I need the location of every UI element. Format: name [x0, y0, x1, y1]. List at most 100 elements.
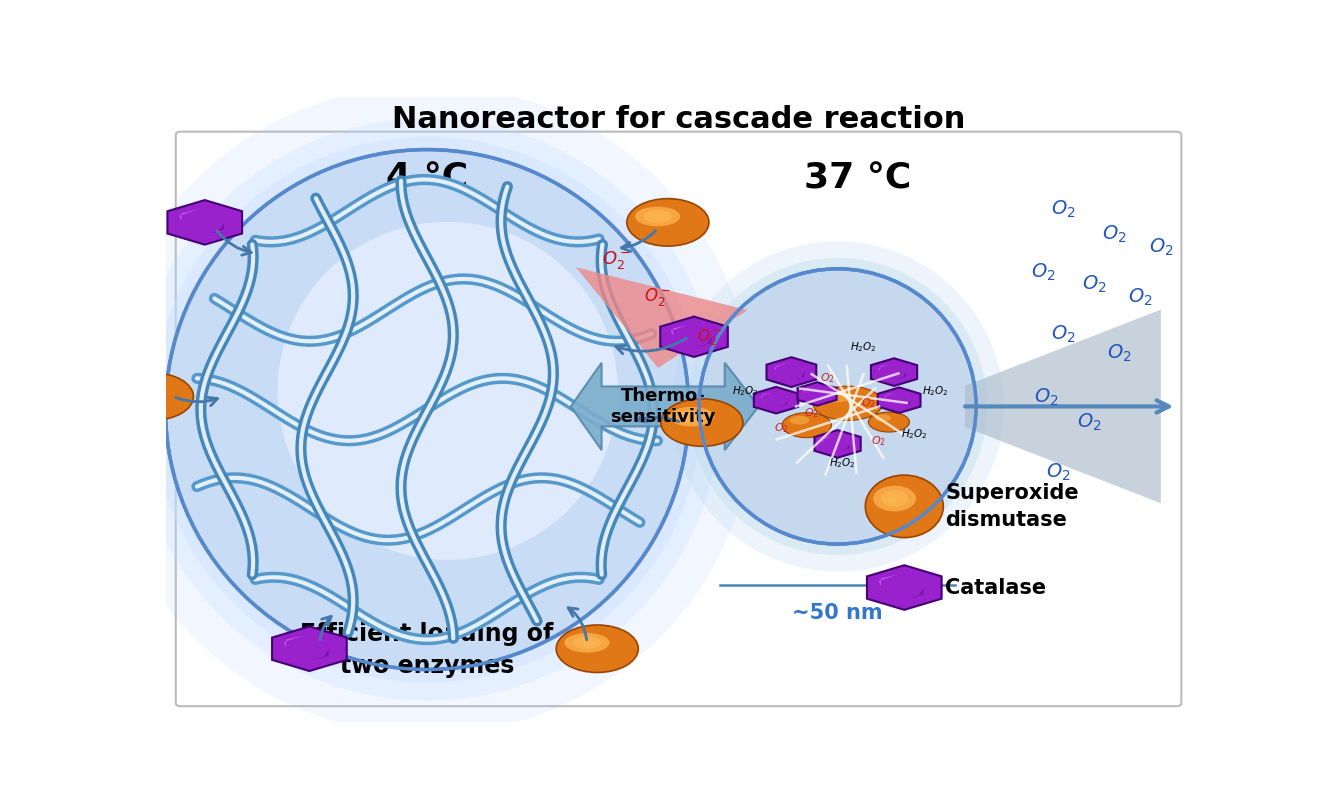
- Ellipse shape: [685, 414, 699, 420]
- Ellipse shape: [556, 625, 638, 672]
- Ellipse shape: [824, 390, 851, 402]
- Text: $O_2$: $O_2$: [1103, 224, 1127, 246]
- Polygon shape: [797, 382, 837, 406]
- Text: $O_2$: $O_2$: [1046, 461, 1071, 483]
- Ellipse shape: [880, 491, 908, 507]
- Ellipse shape: [669, 407, 714, 427]
- Polygon shape: [273, 626, 347, 671]
- Ellipse shape: [572, 637, 601, 649]
- Ellipse shape: [866, 475, 943, 538]
- Text: $O_2$: $O_2$: [1034, 386, 1058, 408]
- Polygon shape: [671, 325, 688, 336]
- Ellipse shape: [111, 373, 193, 420]
- Ellipse shape: [580, 640, 594, 646]
- Ellipse shape: [661, 399, 743, 446]
- Polygon shape: [767, 357, 817, 387]
- Ellipse shape: [678, 410, 706, 423]
- Polygon shape: [779, 401, 788, 406]
- Ellipse shape: [119, 381, 164, 401]
- Text: $O_2$: $O_2$: [1030, 261, 1055, 283]
- Text: $O_2^-$: $O_2^-$: [645, 286, 671, 308]
- Text: Superoxide
dismutase: Superoxide dismutase: [945, 483, 1079, 530]
- Polygon shape: [698, 337, 711, 346]
- Ellipse shape: [135, 388, 150, 394]
- Ellipse shape: [887, 495, 902, 503]
- Polygon shape: [794, 372, 804, 380]
- Polygon shape: [753, 387, 798, 414]
- Text: 37 °C: 37 °C: [805, 161, 912, 195]
- Ellipse shape: [101, 84, 755, 735]
- Polygon shape: [804, 387, 814, 393]
- Text: $O_2$: $O_2$: [820, 371, 835, 385]
- Text: Nanoreactor for cascade reaction: Nanoreactor for cascade reaction: [392, 105, 965, 134]
- Ellipse shape: [671, 242, 1004, 572]
- Ellipse shape: [134, 118, 720, 701]
- Ellipse shape: [152, 136, 702, 683]
- Ellipse shape: [128, 384, 156, 397]
- Text: $H_2O_2$: $H_2O_2$: [850, 340, 876, 354]
- Polygon shape: [179, 209, 199, 221]
- Text: $O_2$: $O_2$: [1076, 411, 1102, 433]
- Polygon shape: [841, 444, 850, 450]
- Ellipse shape: [873, 486, 916, 512]
- Text: $O_2^-$: $O_2^-$: [602, 249, 632, 271]
- Text: $O_2$: $O_2$: [1051, 324, 1075, 345]
- Ellipse shape: [869, 412, 910, 432]
- Polygon shape: [867, 565, 941, 610]
- Text: Catalase: Catalase: [945, 577, 1046, 598]
- Polygon shape: [878, 364, 890, 371]
- Text: $O_2$: $O_2$: [805, 406, 820, 419]
- Polygon shape: [814, 430, 861, 457]
- Text: $H_2O_2$: $H_2O_2$: [829, 456, 857, 470]
- FancyBboxPatch shape: [176, 131, 1181, 706]
- Text: $O_2$: $O_2$: [1128, 286, 1153, 308]
- Ellipse shape: [166, 149, 688, 670]
- Polygon shape: [908, 588, 924, 599]
- Polygon shape: [314, 650, 328, 659]
- Ellipse shape: [166, 149, 688, 670]
- Ellipse shape: [688, 258, 988, 555]
- Polygon shape: [761, 393, 772, 399]
- Ellipse shape: [564, 633, 609, 653]
- Polygon shape: [878, 388, 920, 413]
- Ellipse shape: [813, 386, 883, 420]
- Text: ~50 nm: ~50 nm: [792, 603, 883, 624]
- Polygon shape: [775, 363, 786, 371]
- Ellipse shape: [699, 268, 976, 544]
- Text: $O_2$: $O_2$: [871, 434, 886, 448]
- Text: $O_2$: $O_2$: [773, 422, 789, 436]
- Ellipse shape: [643, 210, 673, 223]
- Text: Thermo-
sensitivity: Thermo- sensitivity: [610, 387, 716, 426]
- Text: $O_2^-$: $O_2^-$: [696, 328, 722, 348]
- Polygon shape: [820, 394, 828, 400]
- Polygon shape: [283, 636, 303, 647]
- Polygon shape: [571, 363, 759, 450]
- Polygon shape: [576, 268, 748, 368]
- Ellipse shape: [782, 413, 831, 438]
- Polygon shape: [965, 310, 1161, 503]
- Polygon shape: [871, 358, 918, 386]
- Polygon shape: [879, 574, 898, 586]
- Ellipse shape: [626, 199, 708, 246]
- Polygon shape: [902, 401, 910, 406]
- Ellipse shape: [636, 207, 681, 226]
- Text: $H_2O_2$: $H_2O_2$: [732, 384, 759, 397]
- Polygon shape: [661, 316, 728, 357]
- Ellipse shape: [875, 414, 891, 422]
- Text: $H_2O_2$: $H_2O_2$: [922, 384, 948, 397]
- Text: $O_2$: $O_2$: [861, 397, 876, 410]
- Ellipse shape: [789, 416, 809, 424]
- Polygon shape: [209, 223, 224, 233]
- Polygon shape: [884, 393, 895, 400]
- Text: $O_2$: $O_2$: [1148, 237, 1173, 258]
- Ellipse shape: [650, 213, 665, 220]
- Text: $O_2$: $O_2$: [1082, 274, 1107, 295]
- Polygon shape: [167, 200, 242, 245]
- Polygon shape: [822, 436, 834, 443]
- Text: $H_2O_2$: $H_2O_2$: [902, 427, 928, 441]
- Polygon shape: [896, 372, 906, 379]
- Text: Efficient loading of
two enzymes: Efficient loading of two enzymes: [301, 622, 553, 678]
- Text: $O_2$: $O_2$: [1051, 199, 1075, 221]
- Ellipse shape: [278, 222, 618, 560]
- Text: 4 °C: 4 °C: [387, 161, 469, 195]
